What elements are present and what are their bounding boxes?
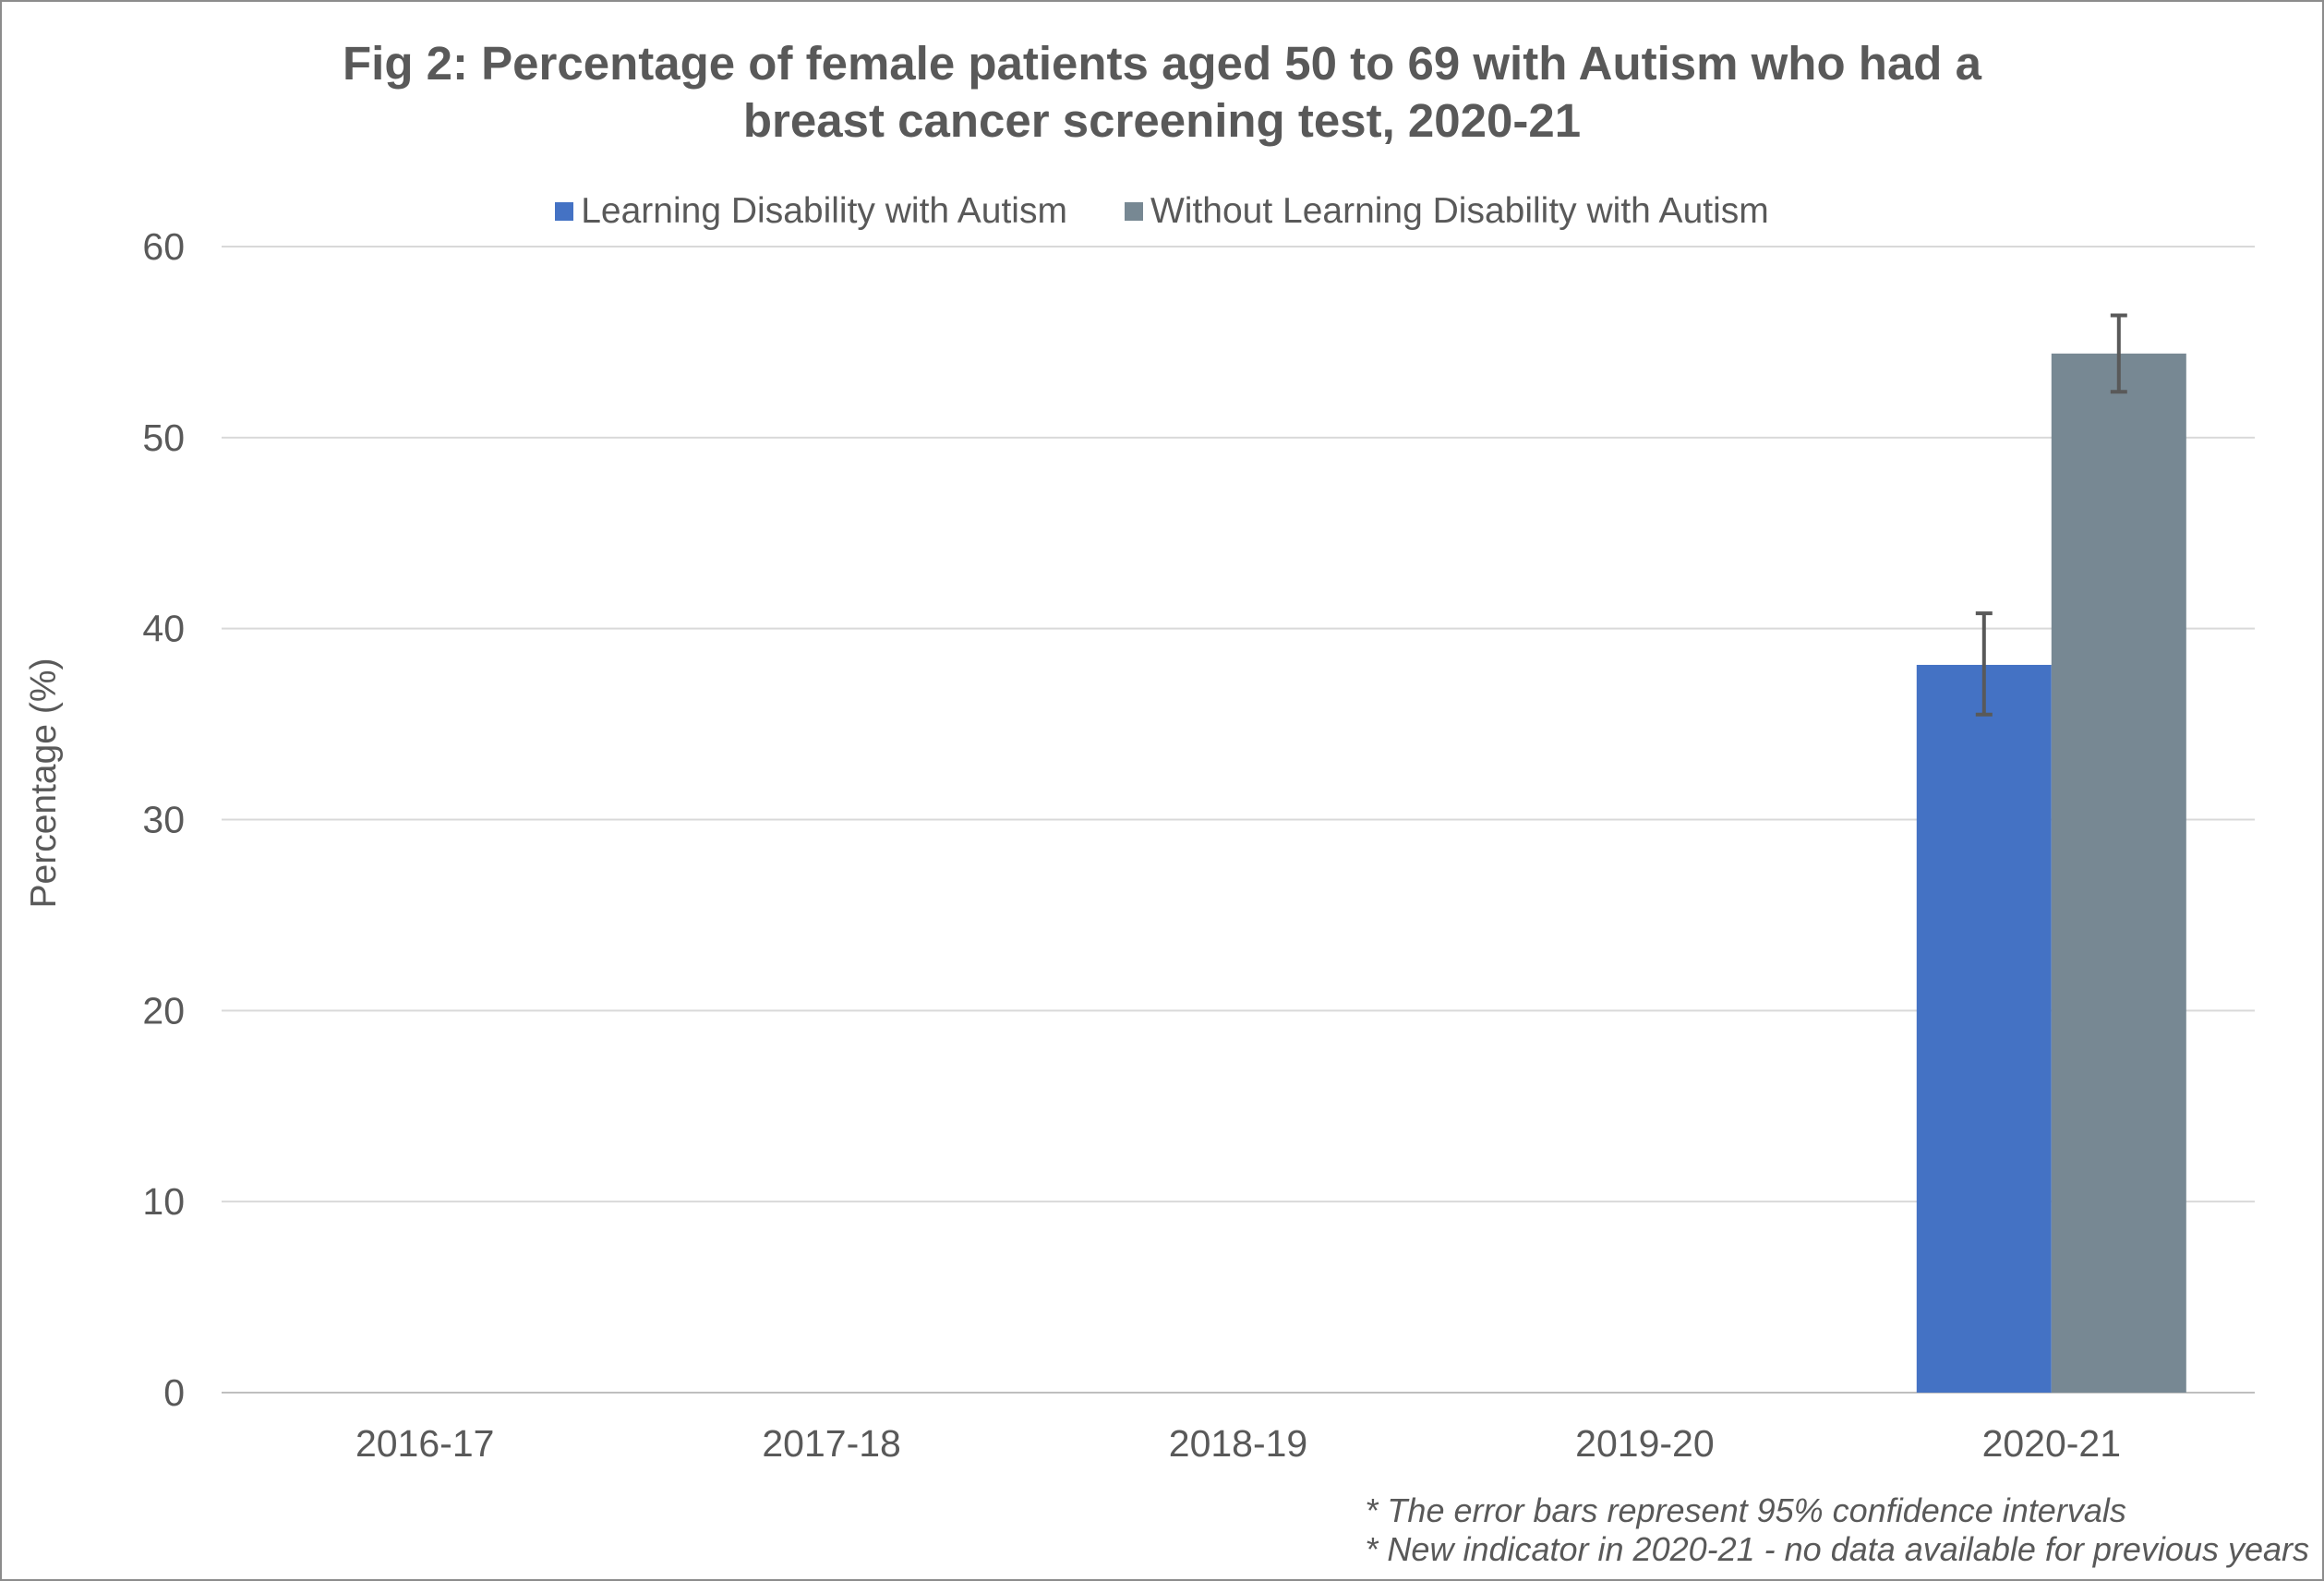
bar [2051, 353, 2186, 1393]
chart-title: Fig 2: Percentage of female patients age… [0, 35, 2324, 150]
legend-label-without-learning-disability: Without Learning Disability with Autism [1150, 191, 1769, 231]
legend-item-without-learning-disability: Without Learning Disability with Autism [1124, 191, 1769, 232]
x-tick-label: 2019-20 [1575, 1422, 1714, 1465]
y-tick-label: 60 [142, 225, 185, 268]
chart-title-line-1: Fig 2: Percentage of female patients age… [343, 37, 1981, 90]
legend-swatch-learning-disability [555, 202, 574, 221]
footnote-new-indicator: * New indicator in 2020-21 - no data ava… [1365, 1530, 2309, 1568]
footnote-error-bars: * The error bars represent 95% confidenc… [1365, 1491, 2126, 1529]
chart-legend: Learning Disability with Autism Without … [0, 185, 2324, 238]
x-tick-label: 2017-18 [762, 1422, 900, 1465]
chart-title-line-2: breast cancer screening test, 2020-21 [742, 94, 1582, 147]
x-tick-label: 2018-19 [1169, 1422, 1307, 1465]
chart-footnotes: * The error bars represent 95% confidenc… [1365, 1491, 2309, 1569]
y-tick-label: 20 [142, 989, 185, 1032]
bar [1916, 664, 2052, 1393]
legend-label-learning-disability: Learning Disability with Autism [581, 191, 1067, 231]
x-tick-label: 2016-17 [355, 1422, 494, 1465]
y-tick-label: 10 [142, 1180, 185, 1223]
y-tick-label: 40 [142, 608, 185, 650]
y-tick-label: 50 [142, 416, 185, 459]
legend-item-learning-disability: Learning Disability with Autism [555, 191, 1067, 232]
y-tick-label: 0 [163, 1371, 185, 1414]
x-tick-label: 2020-21 [1982, 1422, 2121, 1465]
legend-swatch-without-learning-disability [1124, 202, 1143, 221]
y-tick-label: 30 [142, 799, 185, 841]
